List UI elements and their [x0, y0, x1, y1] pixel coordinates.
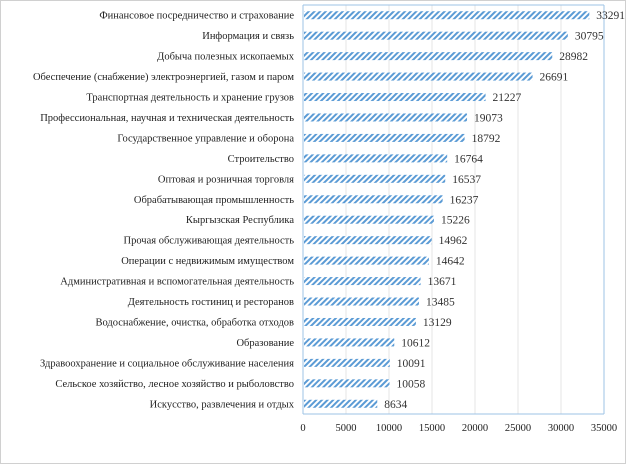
data-label: 13129 [423, 317, 452, 329]
data-label: 19073 [474, 112, 503, 124]
bar [304, 174, 446, 183]
bar [304, 338, 395, 347]
bar [304, 52, 553, 61]
bar [304, 113, 468, 122]
category-label: Строительство [228, 154, 294, 165]
bar [304, 133, 465, 142]
data-labels: 33291 30795 28982 26691 21227 19073 18792 16764… [384, 10, 625, 411]
bar [304, 72, 533, 81]
x-tick-label: 0 [300, 423, 305, 434]
category-labels: Финансовое посредничество и страхование И… [33, 11, 295, 411]
category-label: Финансовое посредничество и страхование [99, 11, 294, 22]
category-label: Образование [236, 338, 294, 349]
category-label: Оптовая и розничная торговля [158, 174, 294, 185]
bar [304, 11, 590, 20]
category-label: Государственное управление и оборона [117, 133, 294, 144]
data-label: 16764 [454, 153, 483, 165]
bar [304, 31, 568, 40]
data-label: 33291 [596, 10, 625, 22]
bar [304, 236, 432, 245]
data-label: 18792 [472, 133, 501, 145]
bar [304, 277, 421, 286]
category-label: Здравоохранение и социальное обслуживани… [40, 358, 294, 369]
bar [304, 256, 429, 265]
category-label: Обрабатывающая промышленность [134, 195, 294, 206]
category-label: Информация и связь [202, 31, 294, 42]
data-label: 13671 [428, 276, 457, 288]
data-label: 10612 [401, 337, 430, 349]
bar [304, 379, 390, 388]
category-label: Сельское хозяйство, лесное хозяйство и р… [55, 379, 294, 390]
data-label: 14962 [439, 235, 468, 247]
bar [304, 399, 378, 408]
data-label: 10058 [396, 378, 425, 390]
x-tick-label: 10000 [376, 423, 402, 434]
x-tick-label: 20000 [462, 423, 488, 434]
bar [304, 93, 486, 102]
data-label: 28982 [559, 51, 588, 63]
data-label: 10091 [397, 358, 426, 370]
data-label: 14642 [436, 256, 465, 268]
bar [304, 195, 443, 204]
x-tick-label: 30000 [548, 423, 574, 434]
data-label: 16537 [452, 174, 481, 186]
x-tick-label: 25000 [505, 423, 531, 434]
category-label: Добыча полезных ископаемых [157, 52, 295, 63]
bar [304, 317, 416, 326]
bar [304, 358, 390, 367]
category-label: Кыргызская Республика [186, 215, 294, 226]
bar [304, 215, 434, 224]
category-label: Прочая обслуживающая деятельность [124, 236, 295, 247]
data-label: 26691 [540, 72, 569, 84]
bar [304, 297, 419, 306]
data-label: 30795 [575, 31, 604, 43]
gridlines [302, 4, 605, 415]
category-label: Деятельность гостиниц и ресторанов [128, 297, 294, 308]
category-label: Операции с недвижимым имуществом [121, 256, 294, 267]
data-label: 15226 [441, 215, 470, 227]
data-label: 13485 [426, 297, 455, 309]
bars [304, 11, 590, 408]
category-label: Транспортная деятельность и хранение гру… [86, 93, 294, 104]
bar [304, 154, 448, 163]
data-label: 16237 [450, 194, 479, 206]
category-label: Водоснабжение, очистка, обработка отходо… [95, 317, 294, 328]
category-label: Искусство, развлечения и отдых [150, 399, 295, 410]
category-label: Профессиональная, научная и техническая … [40, 113, 294, 124]
x-tick-label: 35000 [591, 423, 617, 434]
x-tick-label: 5000 [336, 423, 357, 434]
x-tick-label: 15000 [419, 423, 445, 434]
data-label: 21227 [493, 92, 522, 104]
category-label: Обеспечение (снабжение) электроэнергией,… [33, 72, 294, 83]
data-label: 8634 [384, 399, 407, 411]
x-axis-ticks: 0 5000 10000 15000 20000 25000 30000 35000 [300, 423, 617, 434]
category-label: Административная и вспомогательная деяте… [60, 277, 294, 288]
